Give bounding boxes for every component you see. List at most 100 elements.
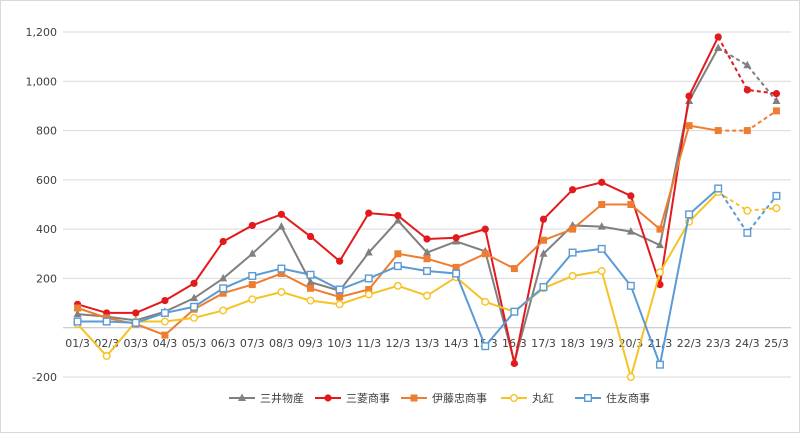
data-point <box>306 232 315 241</box>
data-point <box>510 265 518 273</box>
data-point <box>743 86 751 94</box>
data-point <box>743 127 751 135</box>
data-point <box>423 235 431 243</box>
data-point <box>248 281 256 289</box>
data-point <box>324 394 332 402</box>
series-line-forecast <box>717 36 777 95</box>
x-tick-label: 16/3 <box>502 337 527 350</box>
data-point <box>569 225 577 233</box>
y-tick-label: 800 <box>36 125 57 138</box>
legend-item: 住友商事 <box>575 391 650 405</box>
y-tick-label: -200 <box>32 371 57 384</box>
data-point <box>248 249 257 257</box>
legend-item: 三菱商事 <box>315 391 390 405</box>
data-point <box>714 33 722 41</box>
legend-item: 丸紅 <box>501 392 554 405</box>
x-tick-label: 13/3 <box>415 337 440 350</box>
data-point <box>743 228 752 237</box>
data-point <box>626 227 635 235</box>
legend-label: 丸紅 <box>532 392 554 405</box>
axes: -200 200 400 600 800 1,000 1,200 01/3 02/3 03/3 04… <box>26 26 791 384</box>
gridlines <box>63 31 791 378</box>
data-point <box>539 249 548 257</box>
x-tick-label: 08/3 <box>269 337 294 350</box>
data-point <box>655 268 664 277</box>
series-circle <box>73 33 781 368</box>
data-point <box>452 269 461 278</box>
x-tick-label: 14/3 <box>444 337 469 350</box>
y-tick-label: 1,200 <box>26 26 58 39</box>
data-point <box>306 270 315 279</box>
data-point <box>277 270 285 277</box>
data-point <box>306 277 315 286</box>
data-point <box>481 297 490 306</box>
legend-label: 伊藤忠商事 <box>432 391 487 405</box>
data-point <box>160 308 169 317</box>
data-point <box>714 184 723 193</box>
x-tick-label: 05/3 <box>182 337 207 350</box>
data-point <box>102 317 111 326</box>
x-tick-label: 23/3 <box>706 337 731 350</box>
legend-item: 伊藤忠商事 <box>401 391 487 405</box>
data-point <box>423 255 431 263</box>
data-point <box>714 127 722 135</box>
x-tick-label: 06/3 <box>211 337 236 350</box>
series-line-forecast <box>717 47 778 102</box>
data-point <box>410 394 418 402</box>
data-point <box>190 279 198 287</box>
data-point <box>219 237 227 246</box>
data-point <box>743 60 752 69</box>
x-tick-label: 17/3 <box>531 337 556 350</box>
data-point <box>772 204 781 213</box>
data-point <box>656 280 664 289</box>
data-point <box>393 262 402 271</box>
data-point <box>481 250 489 258</box>
x-tick-label: 25/3 <box>764 337 789 350</box>
x-tick-label: 07/3 <box>240 337 265 350</box>
data-point <box>481 342 490 351</box>
data-point <box>772 96 781 104</box>
series-triangle <box>73 43 781 367</box>
x-tick-label: 24/3 <box>735 337 760 350</box>
data-point <box>219 273 228 282</box>
data-point <box>161 297 169 305</box>
data-point <box>626 373 635 382</box>
x-tick-label: 10/3 <box>327 337 352 350</box>
data-point <box>584 394 593 403</box>
data-point <box>161 331 169 339</box>
data-point <box>539 236 547 244</box>
legend-item: 三井物産 <box>229 391 304 405</box>
data-point <box>132 309 140 317</box>
data-point <box>277 287 286 296</box>
series-line <box>77 36 720 364</box>
data-point <box>277 210 285 218</box>
data-point <box>365 286 373 294</box>
legend: 三井物産 三菱商事 伊藤忠商事 丸紅 住友商事 <box>229 391 650 405</box>
data-point <box>423 248 431 256</box>
data-point <box>597 267 606 276</box>
data-point <box>102 352 111 361</box>
x-tick-label: 03/3 <box>123 337 148 350</box>
series-line-forecast <box>717 187 778 235</box>
data-point <box>510 307 519 316</box>
data-point <box>248 221 256 230</box>
x-tick-label: 11/3 <box>356 337 381 350</box>
x-tick-label: 02/3 <box>94 337 119 350</box>
data-point <box>219 284 228 293</box>
x-tick-label: 09/3 <box>298 337 323 350</box>
data-point <box>364 290 373 299</box>
data-point <box>423 267 432 276</box>
data-point <box>393 216 402 224</box>
data-point <box>655 360 664 369</box>
data-point <box>306 296 315 305</box>
data-point <box>568 271 577 280</box>
series-circle-open <box>73 188 781 382</box>
y-tick-label: 400 <box>36 223 57 236</box>
x-tick-label: 22/3 <box>677 337 702 350</box>
data-point <box>277 222 286 230</box>
x-tick-label: 04/3 <box>153 337 178 350</box>
data-point <box>74 304 82 312</box>
data-point <box>394 211 402 220</box>
data-point <box>190 313 199 322</box>
data-point <box>335 300 344 309</box>
